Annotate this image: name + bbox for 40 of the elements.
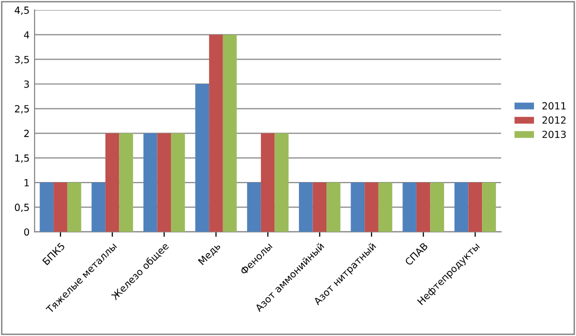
legend-label: 2011 xyxy=(542,102,566,110)
bar xyxy=(468,182,482,232)
bar xyxy=(195,84,210,232)
bar xyxy=(260,133,275,232)
legend-label: 2013 xyxy=(542,130,566,138)
bar xyxy=(54,182,68,232)
y-tick-label: 0 xyxy=(24,228,30,236)
bar xyxy=(67,182,82,232)
y-tick-label: 3 xyxy=(24,80,29,88)
y-tick-label: 4,5 xyxy=(14,6,29,15)
bar xyxy=(378,182,392,232)
y-tick-label: 2 xyxy=(24,130,29,137)
bar xyxy=(92,182,106,232)
bar xyxy=(105,133,120,232)
y-tick-label: 0,5 xyxy=(14,204,29,212)
bar xyxy=(364,182,378,232)
bar xyxy=(209,34,223,232)
bar xyxy=(143,133,158,232)
bar xyxy=(312,182,327,232)
bar xyxy=(326,182,340,232)
y-tick-label: 4 xyxy=(24,31,30,38)
bar xyxy=(157,133,172,232)
bar xyxy=(430,182,444,232)
bar xyxy=(402,182,416,232)
y-tick-label: 1 xyxy=(24,179,29,186)
legend-label: 2012 xyxy=(542,116,566,124)
bar xyxy=(274,133,289,232)
bar xyxy=(454,182,468,232)
y-tick-label: 3,5 xyxy=(14,56,29,64)
y-tick-label: 2,5 xyxy=(14,105,29,114)
bar xyxy=(222,34,237,232)
bar xyxy=(40,182,54,232)
bar xyxy=(119,133,134,232)
bar xyxy=(482,182,496,232)
bar xyxy=(171,133,185,232)
bar xyxy=(416,182,430,232)
bar xyxy=(350,182,365,232)
bar xyxy=(298,182,313,232)
bar xyxy=(247,182,261,232)
y-tick-label: 1,5 xyxy=(15,154,29,163)
